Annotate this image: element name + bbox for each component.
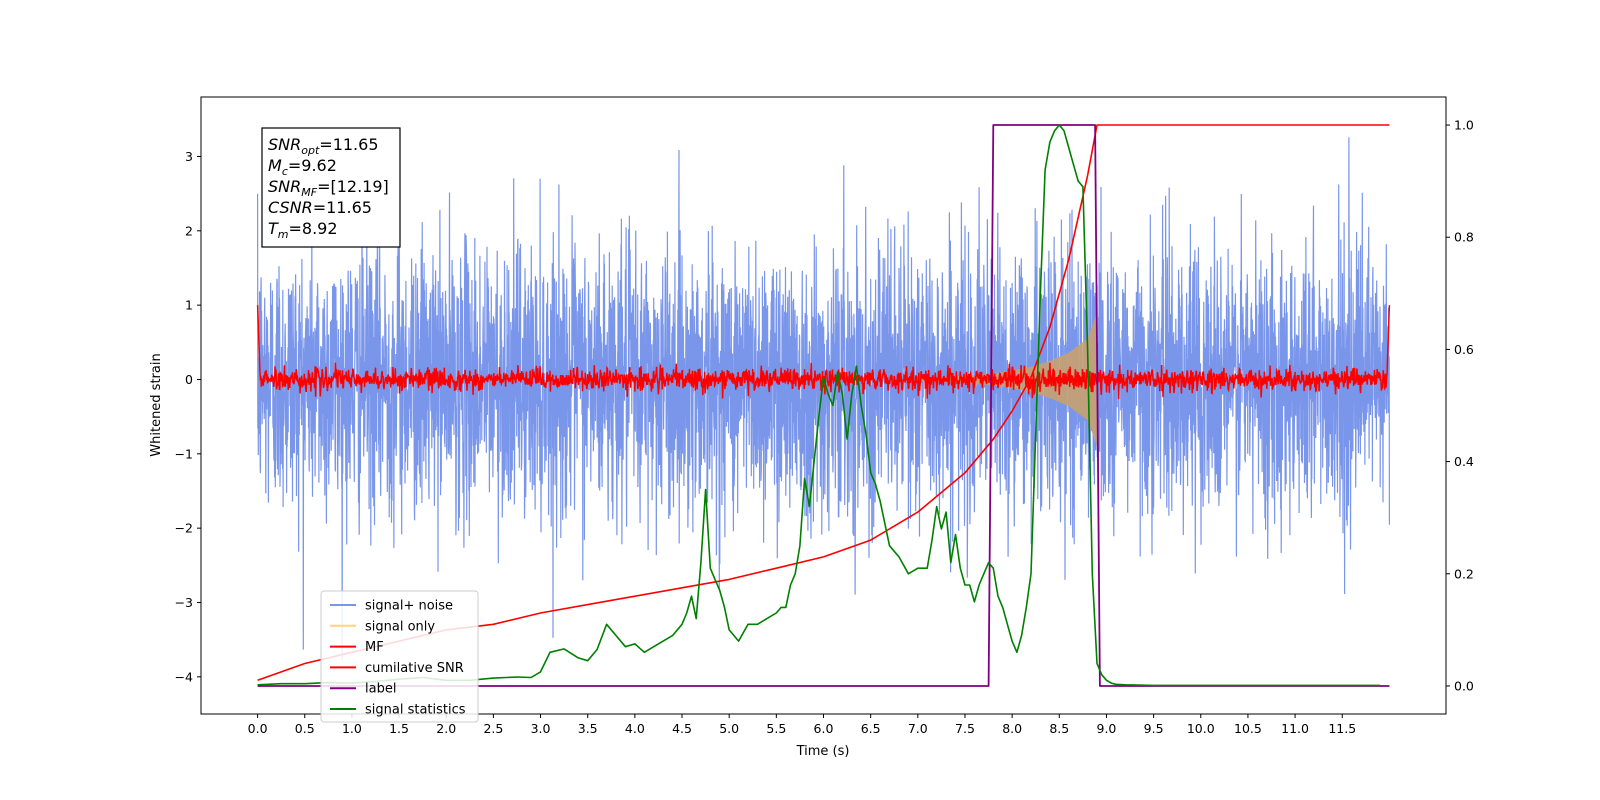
x-tick-label: 0.5 xyxy=(295,721,315,736)
x-tick-label: 3.5 xyxy=(578,721,598,736)
x-tick-label: 5.0 xyxy=(719,721,739,736)
info-subscript: m xyxy=(278,228,289,241)
info-symbol: T xyxy=(268,219,279,238)
y-right-tick-label: 0.2 xyxy=(1454,566,1474,581)
signal-noise-line xyxy=(257,137,1390,661)
x-tick-label: 2.5 xyxy=(483,721,503,736)
x-tick-label: 4.0 xyxy=(625,721,645,736)
info-box: SNRopt=11.65Mc=9.62SNRMF=[12.19]CSNR=11.… xyxy=(261,127,401,248)
x-tick-label: 4.5 xyxy=(672,721,692,736)
x-tick-label: 7.5 xyxy=(955,721,975,736)
y-left-tick-label: 3 xyxy=(185,149,193,164)
info-subscript: c xyxy=(282,165,288,178)
info-value: =11.65 xyxy=(313,198,372,217)
info-value: =11.65 xyxy=(319,135,378,154)
info-symbol: SNR xyxy=(268,177,301,196)
signal-statistics-series xyxy=(257,124,1380,687)
signal-statistics-line xyxy=(257,124,1380,687)
legend-label: signal only xyxy=(365,619,435,634)
info-value: =8.92 xyxy=(289,219,338,238)
legend-label: MF xyxy=(365,640,384,655)
x-tick-label: 8.5 xyxy=(1049,721,1069,736)
x-tick-label: 2.0 xyxy=(436,721,456,736)
y-left-tick-label: 0 xyxy=(185,372,193,387)
x-tick-label: 3.0 xyxy=(531,721,551,736)
info-box-frame xyxy=(261,127,401,248)
x-tick-label: 8.0 xyxy=(1002,721,1022,736)
y-left-tick-label: 1 xyxy=(185,298,193,313)
info-line: SNRMF=[12.19] xyxy=(268,177,389,199)
info-symbol: M xyxy=(268,156,282,175)
x-tick-label: 10.0 xyxy=(1187,721,1215,736)
y-right-tick-label: 0.8 xyxy=(1454,230,1474,245)
signal-noise-series xyxy=(257,137,1390,661)
info-value: =9.62 xyxy=(288,156,337,175)
info-line: SNRopt=11.65 xyxy=(268,135,379,157)
legend-label: cumilative SNR xyxy=(365,661,464,676)
y-right-tick-label: 1.0 xyxy=(1454,118,1474,133)
legend-frame xyxy=(320,590,479,723)
y-right-tick-label: 0.4 xyxy=(1454,454,1474,469)
y-left-tick-label: −1 xyxy=(175,446,193,461)
y-left-tick-label: 2 xyxy=(185,223,193,238)
y-right-tick-label: 0.0 xyxy=(1454,678,1474,693)
legend: signal+ noise signal only MF cumilative SNR… xyxy=(320,590,479,723)
x-tick-label: 1.0 xyxy=(342,721,362,736)
x-tick-label: 1.5 xyxy=(389,721,409,736)
info-line: CSNR=11.65 xyxy=(268,198,372,217)
y-right-tick-label: 0.6 xyxy=(1454,342,1474,357)
legend-label: signal+ noise xyxy=(365,599,453,614)
x-axis-label: Time (s) xyxy=(796,744,850,759)
x-tick-label: 11.0 xyxy=(1281,721,1309,736)
x-tick-label: 10.5 xyxy=(1234,721,1262,736)
info-line: Mc=9.62 xyxy=(268,156,337,178)
x-tick-label: 9.5 xyxy=(1144,721,1164,736)
x-tick-label: 0.0 xyxy=(248,721,268,736)
legend-label: label xyxy=(365,682,396,697)
legend-label: signal statistics xyxy=(365,703,466,718)
x-tick-label: 6.5 xyxy=(861,721,881,736)
y-left-tick-label: −4 xyxy=(175,669,193,684)
y-right-axis: 0.0 0.2 0.4 0.6 0.8 1.0 xyxy=(1446,118,1474,693)
x-axis: 0.0 0.5 1.0 1.5 2.0 2.5 3.0 3.5 4.0 4.5 5.0 5.5 6.0 6… xyxy=(248,714,1356,736)
x-tick-label: 7.0 xyxy=(908,721,928,736)
info-symbol: CSNR xyxy=(268,198,313,217)
x-tick-label: 11.5 xyxy=(1328,721,1356,736)
info-subscript: MF xyxy=(301,186,317,199)
y-left-tick-label: −3 xyxy=(175,595,193,610)
info-symbol: SNR xyxy=(268,135,301,154)
info-line: Tm=8.92 xyxy=(268,219,338,241)
x-tick-label: 9.0 xyxy=(1097,721,1117,736)
y-left-tick-label: −2 xyxy=(175,521,193,536)
x-tick-label: 6.0 xyxy=(814,721,834,736)
x-tick-label: 5.5 xyxy=(766,721,786,736)
y-axis-label: Whitened strain xyxy=(149,353,164,456)
info-subscript: opt xyxy=(301,144,320,157)
info-value: =[12.19] xyxy=(317,177,389,196)
y-left-axis: −4 −3 −2 −1 0 1 2 3 xyxy=(175,149,201,684)
